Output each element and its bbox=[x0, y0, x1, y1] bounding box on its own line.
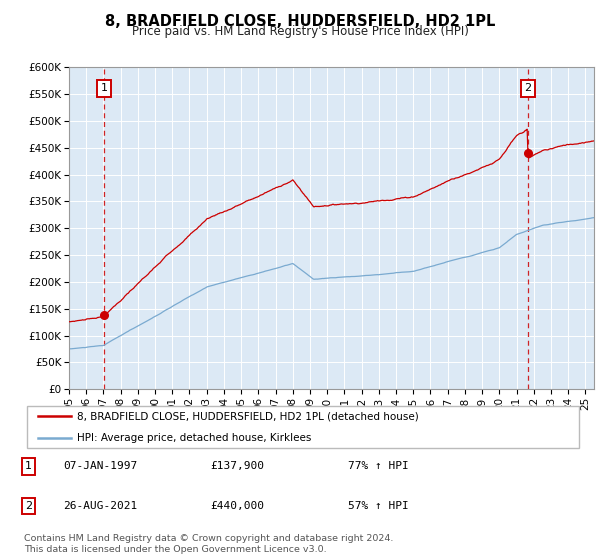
Text: 07-JAN-1997: 07-JAN-1997 bbox=[63, 461, 137, 472]
Text: 8, BRADFIELD CLOSE, HUDDERSFIELD, HD2 1PL (detached house): 8, BRADFIELD CLOSE, HUDDERSFIELD, HD2 1P… bbox=[77, 411, 419, 421]
Text: £137,900: £137,900 bbox=[210, 461, 264, 472]
Text: 26-AUG-2021: 26-AUG-2021 bbox=[63, 501, 137, 511]
Text: 2: 2 bbox=[25, 501, 32, 511]
Text: 2: 2 bbox=[524, 83, 531, 93]
Text: 1: 1 bbox=[100, 83, 107, 93]
Text: £440,000: £440,000 bbox=[210, 501, 264, 511]
Text: 77% ↑ HPI: 77% ↑ HPI bbox=[348, 461, 409, 472]
Text: HPI: Average price, detached house, Kirklees: HPI: Average price, detached house, Kirk… bbox=[77, 433, 311, 443]
Text: Contains HM Land Registry data © Crown copyright and database right 2024.: Contains HM Land Registry data © Crown c… bbox=[24, 534, 394, 543]
Text: 1: 1 bbox=[25, 461, 32, 472]
Text: Price paid vs. HM Land Registry's House Price Index (HPI): Price paid vs. HM Land Registry's House … bbox=[131, 25, 469, 38]
Text: 8, BRADFIELD CLOSE, HUDDERSFIELD, HD2 1PL: 8, BRADFIELD CLOSE, HUDDERSFIELD, HD2 1P… bbox=[105, 14, 495, 29]
Text: This data is licensed under the Open Government Licence v3.0.: This data is licensed under the Open Gov… bbox=[24, 545, 326, 554]
FancyBboxPatch shape bbox=[27, 405, 579, 449]
Text: 57% ↑ HPI: 57% ↑ HPI bbox=[348, 501, 409, 511]
